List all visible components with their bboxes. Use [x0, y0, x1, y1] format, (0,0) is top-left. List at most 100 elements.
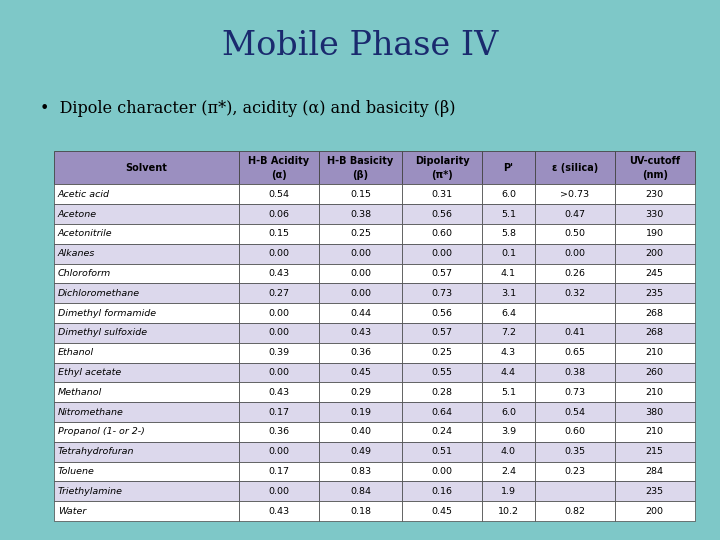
Text: 0.43: 0.43 — [350, 328, 371, 338]
Text: 0.73: 0.73 — [564, 388, 585, 397]
Text: 0.00: 0.00 — [350, 289, 371, 298]
Text: 0.57: 0.57 — [432, 269, 453, 278]
Text: 0.00: 0.00 — [564, 249, 585, 258]
Text: Triethylamine: Triethylamine — [58, 487, 122, 496]
Text: 10.2: 10.2 — [498, 507, 519, 516]
Text: 0.38: 0.38 — [564, 368, 585, 377]
Text: Dichloromethane: Dichloromethane — [58, 289, 140, 298]
Text: 0.43: 0.43 — [268, 507, 289, 516]
Text: 0.51: 0.51 — [432, 447, 453, 456]
Text: Dimethyl sulfoxide: Dimethyl sulfoxide — [58, 328, 147, 338]
Text: 0.35: 0.35 — [564, 447, 585, 456]
Text: 0.36: 0.36 — [268, 428, 289, 436]
Text: 200: 200 — [646, 507, 664, 516]
Text: 260: 260 — [646, 368, 664, 377]
Text: Acetic acid: Acetic acid — [58, 190, 109, 199]
Text: 0.49: 0.49 — [350, 447, 371, 456]
Text: Dimethyl formamide: Dimethyl formamide — [58, 309, 156, 318]
Text: 0.23: 0.23 — [564, 467, 585, 476]
Text: H-B Basicity: H-B Basicity — [328, 156, 394, 166]
Text: 5.8: 5.8 — [501, 230, 516, 239]
Text: 190: 190 — [646, 230, 664, 239]
Text: 0.00: 0.00 — [268, 328, 289, 338]
Text: 380: 380 — [646, 408, 664, 417]
Text: 284: 284 — [646, 467, 664, 476]
Text: 0.36: 0.36 — [350, 348, 371, 357]
Text: 0.00: 0.00 — [350, 269, 371, 278]
Text: (π*): (π*) — [431, 170, 453, 180]
Text: Ethanol: Ethanol — [58, 348, 94, 357]
Text: 235: 235 — [646, 487, 664, 496]
Text: 0.19: 0.19 — [350, 408, 371, 417]
Text: 1.9: 1.9 — [501, 487, 516, 496]
Text: 0.26: 0.26 — [564, 269, 585, 278]
Text: Alkanes: Alkanes — [58, 249, 95, 258]
Text: 0.00: 0.00 — [268, 447, 289, 456]
Text: 2.4: 2.4 — [501, 467, 516, 476]
Text: 0.24: 0.24 — [432, 428, 453, 436]
Text: (nm): (nm) — [642, 170, 667, 180]
Text: 0.1: 0.1 — [501, 249, 516, 258]
Text: 0.54: 0.54 — [268, 190, 289, 199]
Text: Methanol: Methanol — [58, 388, 102, 397]
Text: 0.00: 0.00 — [350, 249, 371, 258]
Text: Chloroform: Chloroform — [58, 269, 111, 278]
Text: 0.56: 0.56 — [432, 210, 453, 219]
Text: 0.41: 0.41 — [564, 328, 585, 338]
Text: Mobile Phase IV: Mobile Phase IV — [222, 30, 498, 62]
Text: (β): (β) — [352, 170, 369, 180]
Text: 6.0: 6.0 — [501, 408, 516, 417]
Text: 0.60: 0.60 — [564, 428, 585, 436]
Text: 4.1: 4.1 — [501, 269, 516, 278]
Text: 5.1: 5.1 — [501, 388, 516, 397]
Text: Toluene: Toluene — [58, 467, 94, 476]
Text: 0.64: 0.64 — [432, 408, 453, 417]
Text: 0.43: 0.43 — [268, 269, 289, 278]
Text: Solvent: Solvent — [125, 163, 167, 173]
Text: 215: 215 — [646, 447, 664, 456]
Text: 0.60: 0.60 — [432, 230, 453, 239]
Text: ε (silica): ε (silica) — [552, 163, 598, 173]
Text: 0.83: 0.83 — [350, 467, 371, 476]
Text: 0.25: 0.25 — [432, 348, 453, 357]
Text: 0.65: 0.65 — [564, 348, 585, 357]
Text: 0.40: 0.40 — [350, 428, 371, 436]
Text: Nitromethane: Nitromethane — [58, 408, 123, 417]
Text: 0.17: 0.17 — [268, 408, 289, 417]
Text: 0.18: 0.18 — [350, 507, 371, 516]
Text: 7.2: 7.2 — [501, 328, 516, 338]
Text: 0.06: 0.06 — [268, 210, 289, 219]
Text: 0.00: 0.00 — [268, 249, 289, 258]
Text: 268: 268 — [646, 309, 664, 318]
Text: P': P' — [503, 163, 513, 173]
Text: 0.15: 0.15 — [350, 190, 371, 199]
Text: 0.55: 0.55 — [432, 368, 453, 377]
Text: 210: 210 — [646, 348, 664, 357]
Text: 0.28: 0.28 — [432, 388, 453, 397]
Text: Tetrahydrofuran: Tetrahydrofuran — [58, 447, 134, 456]
Text: 0.57: 0.57 — [432, 328, 453, 338]
Text: 4.0: 4.0 — [501, 447, 516, 456]
Text: 210: 210 — [646, 388, 664, 397]
Text: 3.1: 3.1 — [501, 289, 516, 298]
Text: 200: 200 — [646, 249, 664, 258]
Text: 0.56: 0.56 — [432, 309, 453, 318]
Text: 0.32: 0.32 — [564, 289, 585, 298]
Text: 0.31: 0.31 — [432, 190, 453, 199]
Text: 0.54: 0.54 — [564, 408, 585, 417]
Text: 0.17: 0.17 — [268, 467, 289, 476]
Text: 330: 330 — [646, 210, 664, 219]
Text: 210: 210 — [646, 428, 664, 436]
Text: 0.84: 0.84 — [350, 487, 371, 496]
Text: 268: 268 — [646, 328, 664, 338]
Text: 0.47: 0.47 — [564, 210, 585, 219]
Text: 0.43: 0.43 — [268, 388, 289, 397]
Text: 0.00: 0.00 — [268, 309, 289, 318]
Text: 0.00: 0.00 — [268, 368, 289, 377]
Text: Acetone: Acetone — [58, 210, 96, 219]
Text: 0.00: 0.00 — [432, 467, 453, 476]
Text: 4.3: 4.3 — [501, 348, 516, 357]
Text: 245: 245 — [646, 269, 664, 278]
Text: Acetonitrile: Acetonitrile — [58, 230, 112, 239]
Text: 0.82: 0.82 — [564, 507, 585, 516]
